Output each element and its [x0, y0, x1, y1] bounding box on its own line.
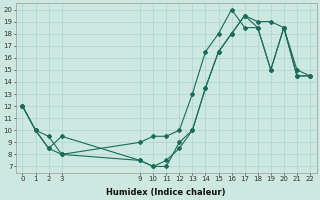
X-axis label: Humidex (Indice chaleur): Humidex (Indice chaleur) — [107, 188, 226, 197]
